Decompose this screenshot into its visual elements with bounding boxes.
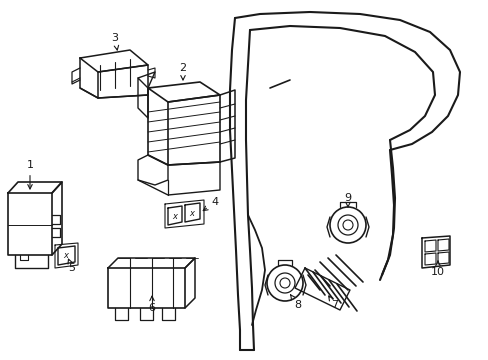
Text: 9: 9 bbox=[344, 193, 351, 207]
Text: 8: 8 bbox=[290, 295, 301, 310]
Text: x: x bbox=[63, 252, 68, 261]
Text: 7: 7 bbox=[328, 296, 338, 310]
Text: 10: 10 bbox=[430, 261, 444, 277]
Text: 6: 6 bbox=[148, 296, 155, 313]
Text: 3: 3 bbox=[111, 33, 119, 50]
Text: 2: 2 bbox=[179, 63, 186, 80]
Text: x: x bbox=[172, 212, 177, 220]
Text: 4: 4 bbox=[203, 197, 218, 211]
Text: 5: 5 bbox=[68, 259, 75, 273]
Text: 1: 1 bbox=[26, 160, 34, 189]
Text: x: x bbox=[189, 208, 194, 217]
